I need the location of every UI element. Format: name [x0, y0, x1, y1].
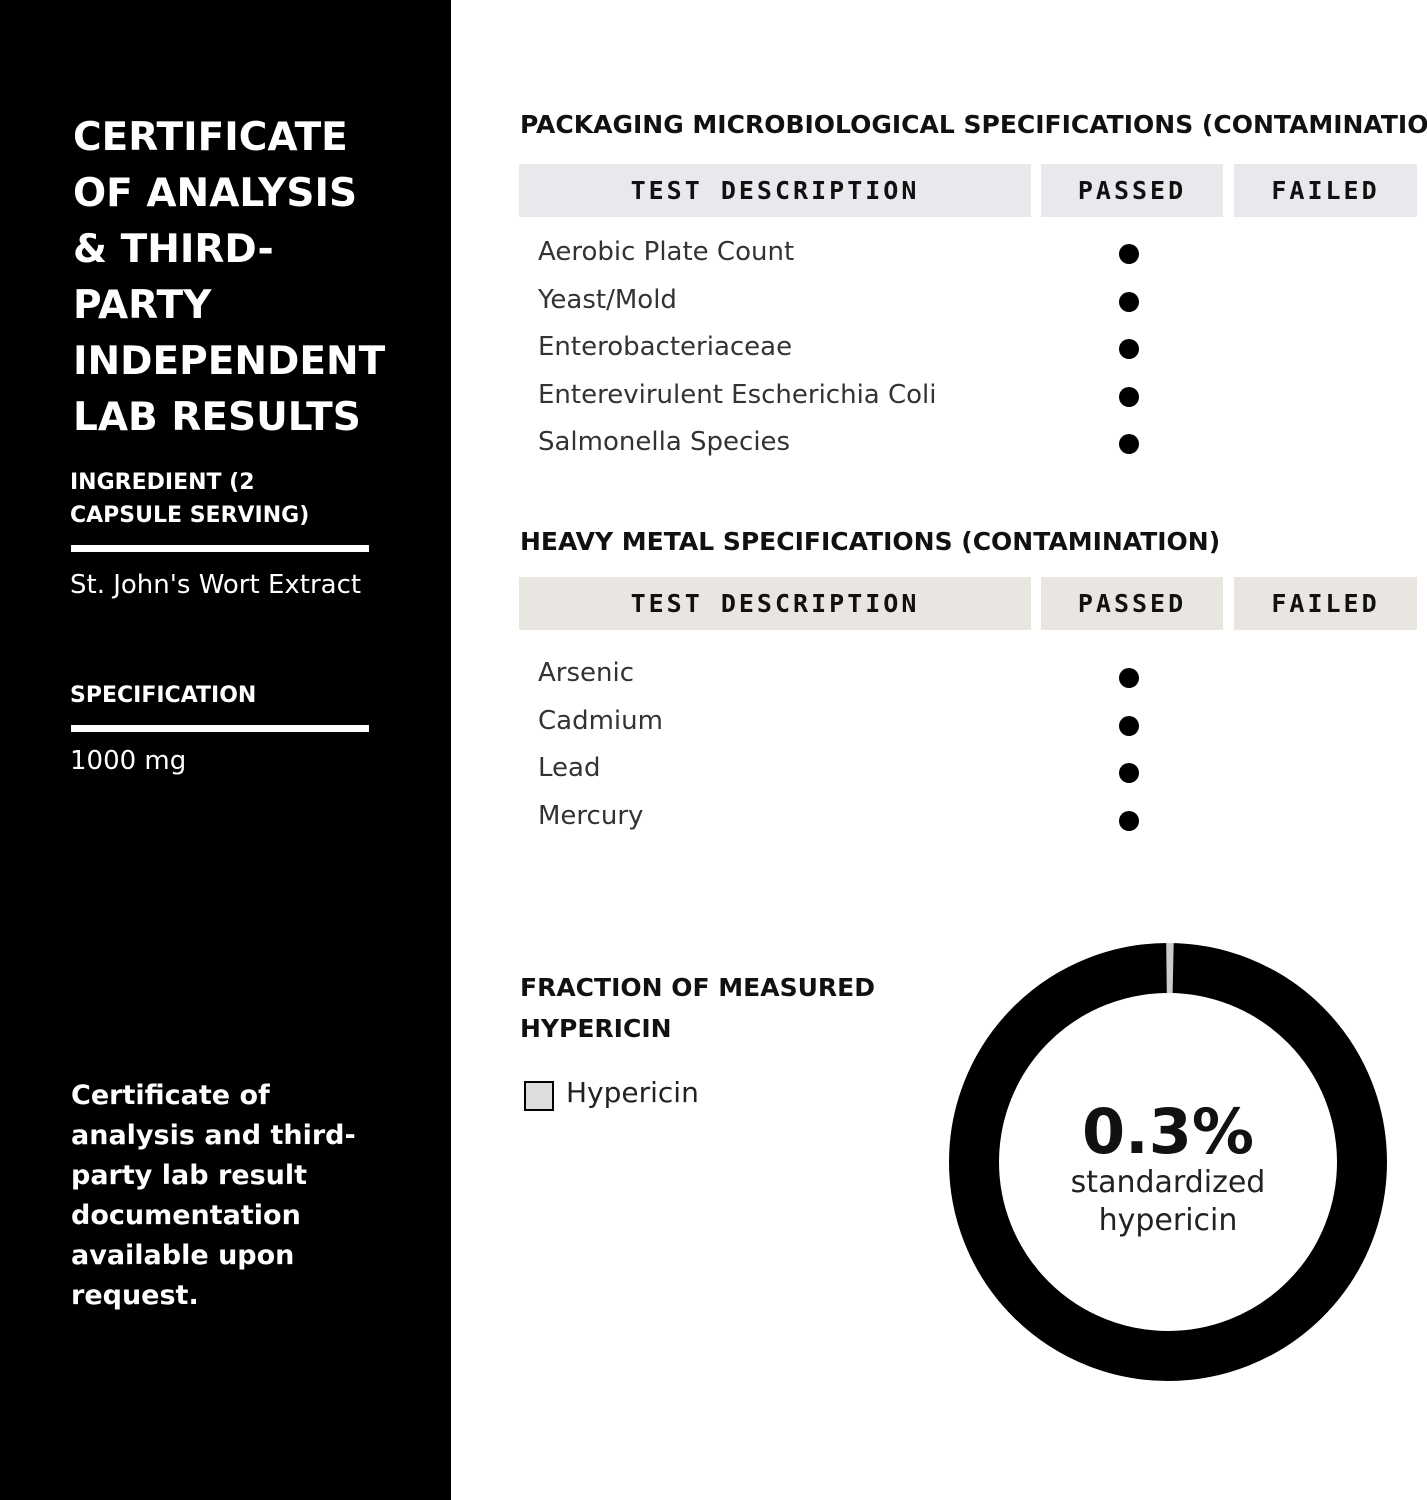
legend-label: Hypericin — [566, 1076, 699, 1109]
row-label: Yeast/Mold — [538, 284, 677, 315]
passed-dot — [1119, 244, 1139, 264]
divider — [71, 725, 369, 732]
passed-dot — [1119, 668, 1139, 688]
table-header: FAILED — [1234, 164, 1417, 217]
sidebar-title: CERTIFICATE OF ANALYSIS & THIRD-PARTY IN… — [73, 115, 386, 440]
fraction-title: FRACTION OF MEASURED HYPERICIN — [520, 973, 875, 1043]
sidebar — [0, 0, 451, 1500]
table-title: HEAVY METAL SPECIFICATIONS (CONTAMINATIO… — [520, 527, 1221, 556]
table-header: TEST DESCRIPTION — [519, 577, 1031, 630]
ingredient: St. John's Wort Extract — [70, 570, 362, 600]
row-label: Mercury — [538, 800, 644, 831]
table-header: PASSED — [1041, 164, 1223, 217]
legend-swatch — [524, 1081, 554, 1111]
row-label: Lead — [538, 753, 601, 783]
specification-label: SPECIFICATION — [70, 683, 257, 708]
row-label: Salmonella Species — [538, 427, 791, 457]
table-header: TEST DESCRIPTION — [519, 164, 1031, 217]
passed-dot — [1119, 386, 1139, 407]
donut-value: 0.3% — [1082, 1095, 1254, 1168]
row-label: Aerobic Plate Count — [538, 237, 795, 267]
passed-dot — [1119, 339, 1139, 359]
divider — [71, 545, 369, 552]
donut — [949, 942, 1387, 1381]
specification: 1000 mg — [70, 746, 187, 776]
table-header: FAILED — [1234, 577, 1417, 630]
table-header: PASSED — [1041, 577, 1223, 630]
passed-dot — [1119, 810, 1139, 831]
row-label: Enterobacteriaceae — [538, 332, 793, 362]
row-label: Cadmium — [538, 705, 663, 736]
passed-dot — [1119, 434, 1139, 454]
donut-caption: standardized hypericin — [1070, 1165, 1266, 1238]
ingredient-label: INGREDIENT (2 CAPSULE SERVING) — [70, 470, 310, 528]
passed-dot — [1119, 291, 1139, 312]
passed-dot — [1119, 715, 1139, 736]
passed-dot — [1119, 763, 1139, 783]
table-title: PACKAGING MICROBIOLOGICAL SPECIFICATIONS… — [520, 110, 1427, 139]
row-label: Enterevirulent Escherichia Coli — [538, 379, 937, 410]
note: Certificate of analysis and third-party … — [71, 1080, 356, 1311]
row-label: Arsenic — [538, 658, 635, 688]
